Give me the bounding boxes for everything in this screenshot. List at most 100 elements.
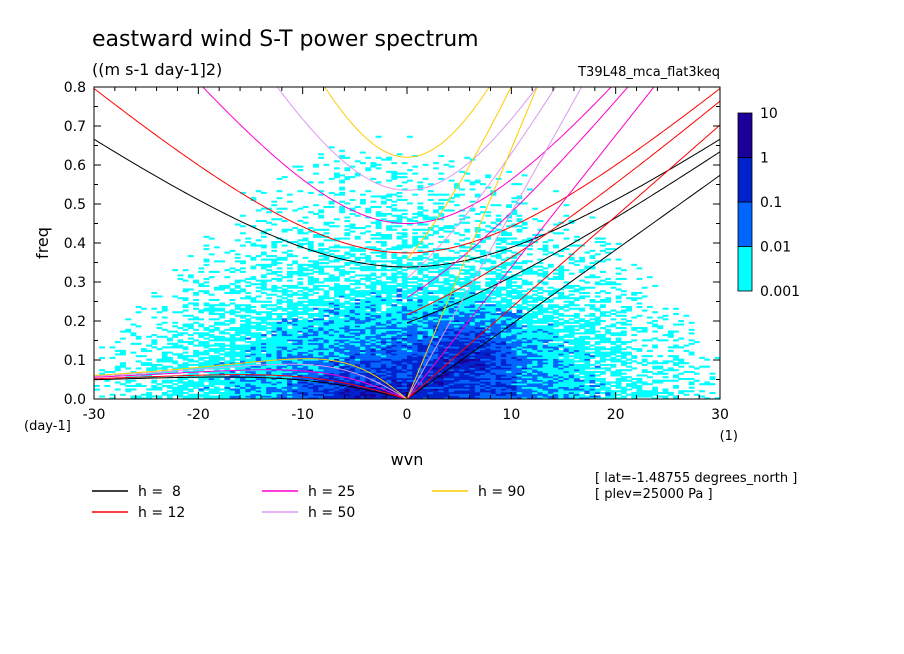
heatmap-cell <box>130 379 137 382</box>
heatmap-cell <box>203 302 210 305</box>
heatmap-cell <box>370 313 377 316</box>
heatmap-cell <box>485 358 492 361</box>
heatmap-cell <box>313 318 319 321</box>
heatmap-cell <box>302 309 309 312</box>
heatmap-cell <box>219 367 226 370</box>
heatmap-cell <box>344 374 351 377</box>
heatmap-cell <box>495 397 502 399</box>
heatmap-cell <box>480 395 486 398</box>
heatmap-cell <box>114 381 121 384</box>
heatmap-cell <box>542 290 549 293</box>
heatmap-cell <box>396 349 403 352</box>
heatmap-cell <box>365 360 372 363</box>
heatmap-cell <box>401 395 408 398</box>
heatmap-cell <box>500 286 507 289</box>
heatmap-cell <box>500 309 507 312</box>
heatmap-cell <box>193 397 199 399</box>
heatmap-cell <box>323 356 330 359</box>
heatmap-cell <box>401 369 408 372</box>
heatmap-cell <box>521 377 528 380</box>
heatmap-cell <box>453 381 460 384</box>
heatmap-cell <box>370 286 377 289</box>
heatmap-cell <box>307 337 314 340</box>
heatmap-cell <box>229 370 236 373</box>
heatmap-cell <box>380 374 387 377</box>
heatmap-cell <box>495 381 502 384</box>
heatmap-cell <box>297 370 304 373</box>
heatmap-cell <box>354 358 361 361</box>
heatmap-cell <box>568 325 575 328</box>
heatmap-cell <box>391 309 398 312</box>
heatmap-cell <box>224 370 231 373</box>
heatmap-cell <box>219 313 226 316</box>
heatmap-cell <box>151 384 158 388</box>
heatmap-cell <box>417 362 424 365</box>
heatmap-cell <box>182 383 189 386</box>
heatmap-cell <box>485 288 492 291</box>
heatmap-cell <box>412 321 419 324</box>
heatmap-cell <box>302 318 309 321</box>
heatmap-cell <box>412 335 419 338</box>
heatmap-cell <box>506 386 512 389</box>
heatmap-cell <box>276 388 283 391</box>
heatmap-cell <box>417 379 424 382</box>
heatmap-cell <box>600 355 606 358</box>
heatmap-cell <box>245 363 252 366</box>
heatmap-cell <box>433 377 439 380</box>
heatmap-cell <box>422 325 429 328</box>
heatmap-cell <box>474 376 481 379</box>
heatmap-cell <box>526 323 533 326</box>
heatmap-cell <box>427 311 434 314</box>
heatmap-cell <box>594 360 601 363</box>
heatmap-cell <box>516 316 523 319</box>
heatmap-cell <box>453 318 460 321</box>
heatmap-cell <box>229 298 236 302</box>
heatmap-cell <box>506 377 512 380</box>
heatmap-cell <box>490 291 497 294</box>
heatmap-cell <box>360 311 366 314</box>
heatmap-cell <box>610 351 617 354</box>
heatmap-cell <box>474 305 481 309</box>
heatmap-cell <box>563 372 570 375</box>
heatmap-cell <box>203 363 210 366</box>
heatmap-cell <box>453 386 460 389</box>
heatmap-cell <box>339 321 345 324</box>
heatmap-cell <box>365 332 372 335</box>
heatmap-cell <box>260 341 267 344</box>
heatmap-cell <box>245 327 252 330</box>
heatmap-cell <box>459 372 465 375</box>
heatmap-cell <box>349 297 356 300</box>
heatmap-cell <box>433 356 439 359</box>
heatmap-cell <box>453 383 460 386</box>
heatmap-cell <box>453 288 460 291</box>
heatmap-cell <box>333 304 340 307</box>
heatmap-cell <box>281 391 288 395</box>
heatmap-cell <box>250 327 257 330</box>
heatmap-cell <box>240 363 246 366</box>
heatmap-cell <box>380 298 387 302</box>
heatmap-cell <box>323 376 330 379</box>
heatmap-cell <box>480 363 486 366</box>
heatmap-cell <box>438 391 445 395</box>
heatmap-cell <box>448 284 455 287</box>
heatmap-cell <box>245 304 252 307</box>
heatmap-cell <box>255 323 262 326</box>
heatmap-cell <box>448 298 455 302</box>
heatmap-cell <box>360 363 366 366</box>
heatmap-cell <box>333 309 340 312</box>
heatmap-cell <box>490 367 497 370</box>
heatmap-cell <box>260 367 267 370</box>
heatmap-cell <box>151 376 158 379</box>
heatmap-cell <box>427 327 434 330</box>
heatmap-cell <box>422 332 429 335</box>
heatmap-cell <box>391 335 398 338</box>
heatmap-cell <box>208 348 215 351</box>
heatmap-cell <box>553 288 559 291</box>
heatmap-cell <box>453 384 460 388</box>
heatmap-cell <box>250 372 257 375</box>
heatmap-cell <box>516 291 523 294</box>
heatmap-cell <box>589 390 596 393</box>
heatmap-cell <box>438 372 445 375</box>
heatmap-cell <box>120 393 126 396</box>
heatmap-cell <box>234 390 241 393</box>
